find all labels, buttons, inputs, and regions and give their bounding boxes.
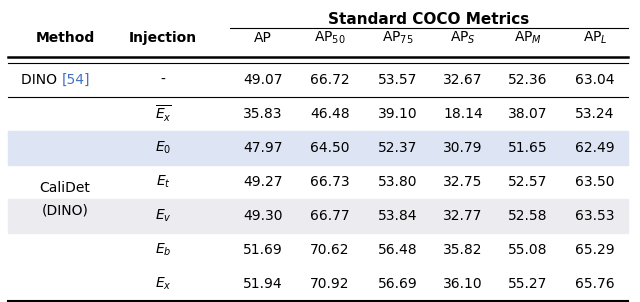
Text: 49.30: 49.30 — [243, 209, 283, 223]
Text: 55.27: 55.27 — [508, 277, 548, 291]
Text: $E_0$: $E_0$ — [155, 140, 171, 156]
Text: 66.73: 66.73 — [310, 175, 350, 189]
Text: AP$_{75}$: AP$_{75}$ — [382, 30, 414, 46]
Text: AP$_L$: AP$_L$ — [582, 30, 607, 46]
Text: 65.76: 65.76 — [575, 277, 615, 291]
Text: 47.97: 47.97 — [243, 141, 283, 155]
Text: 36.10: 36.10 — [443, 277, 483, 291]
Text: 51.69: 51.69 — [243, 243, 283, 257]
Text: 39.10: 39.10 — [378, 107, 418, 121]
Text: AP$_S$: AP$_S$ — [450, 30, 476, 46]
Text: 49.27: 49.27 — [243, 175, 283, 189]
Text: AP: AP — [254, 31, 272, 45]
Text: 63.04: 63.04 — [575, 73, 615, 87]
Text: 62.49: 62.49 — [575, 141, 615, 155]
Text: AP$_M$: AP$_M$ — [514, 30, 542, 46]
Text: $E_b$: $E_b$ — [155, 242, 172, 258]
Text: 18.14: 18.14 — [443, 107, 483, 121]
Text: 70.92: 70.92 — [310, 277, 349, 291]
Text: 53.57: 53.57 — [378, 73, 418, 87]
Text: 55.08: 55.08 — [508, 243, 548, 257]
Text: AP$_{50}$: AP$_{50}$ — [314, 30, 346, 46]
Text: 66.72: 66.72 — [310, 73, 350, 87]
Text: 35.83: 35.83 — [243, 107, 283, 121]
Text: $E_v$: $E_v$ — [155, 208, 172, 224]
Text: DINO: DINO — [21, 73, 62, 87]
Text: CaliDet: CaliDet — [40, 181, 90, 194]
Text: Method: Method — [35, 31, 95, 45]
Text: 49.07: 49.07 — [243, 73, 283, 87]
Text: 70.62: 70.62 — [310, 243, 349, 257]
Text: Injection: Injection — [129, 31, 197, 45]
Text: 56.69: 56.69 — [378, 277, 418, 291]
Text: 52.37: 52.37 — [378, 141, 418, 155]
Text: 56.48: 56.48 — [378, 243, 418, 257]
Text: $E_t$: $E_t$ — [156, 174, 170, 190]
Text: 65.29: 65.29 — [575, 243, 615, 257]
Text: 64.50: 64.50 — [310, 141, 349, 155]
Text: 66.77: 66.77 — [310, 209, 350, 223]
Text: 53.80: 53.80 — [378, 175, 418, 189]
Text: 38.07: 38.07 — [508, 107, 548, 121]
Text: 51.65: 51.65 — [508, 141, 548, 155]
Text: 63.50: 63.50 — [575, 175, 615, 189]
Text: 35.82: 35.82 — [444, 243, 483, 257]
Text: 53.24: 53.24 — [575, 107, 614, 121]
Text: 63.53: 63.53 — [575, 209, 615, 223]
Text: $E_x$: $E_x$ — [155, 276, 172, 292]
Text: 32.67: 32.67 — [444, 73, 483, 87]
Text: 53.84: 53.84 — [378, 209, 418, 223]
Text: (DINO): (DINO) — [42, 204, 88, 217]
Text: $\overline{E_x}$: $\overline{E_x}$ — [154, 104, 172, 124]
Text: 52.58: 52.58 — [508, 209, 548, 223]
Text: 32.77: 32.77 — [444, 209, 483, 223]
Text: -: - — [161, 73, 165, 87]
Text: 30.79: 30.79 — [444, 141, 483, 155]
Text: 46.48: 46.48 — [310, 107, 350, 121]
Text: Standard COCO Metrics: Standard COCO Metrics — [328, 12, 530, 27]
Text: [54]: [54] — [62, 73, 90, 87]
Text: 32.75: 32.75 — [444, 175, 483, 189]
Text: 52.36: 52.36 — [508, 73, 548, 87]
Text: 51.94: 51.94 — [243, 277, 283, 291]
Text: 52.57: 52.57 — [508, 175, 548, 189]
